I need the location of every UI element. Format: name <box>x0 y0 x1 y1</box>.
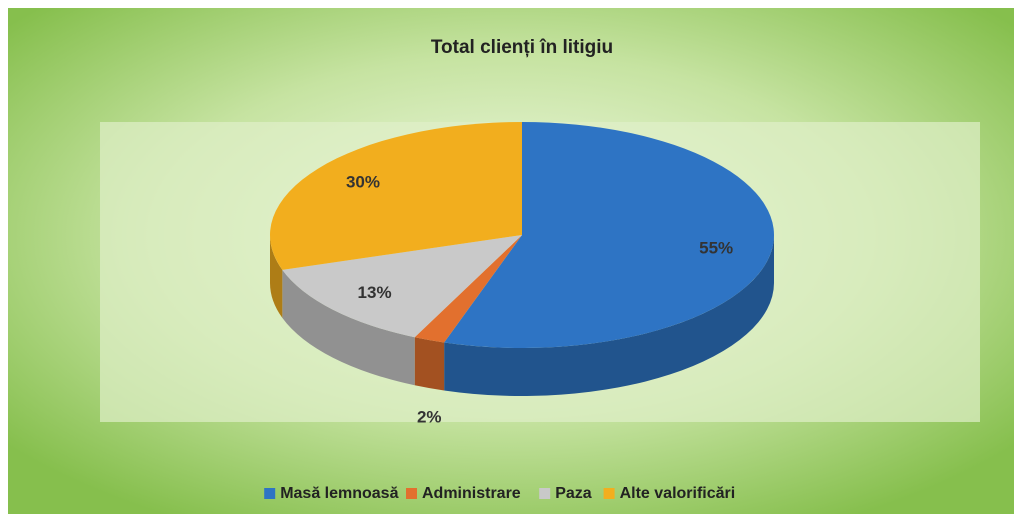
legend-label: Alte valorificări <box>620 485 736 502</box>
pie: 55% 2% 13% 30% <box>270 122 775 427</box>
data-label: 55% <box>699 238 733 257</box>
data-label: 2% <box>417 408 442 427</box>
legend: Masă lemnoasă Administrare Paza Alte valori… <box>264 485 735 502</box>
slice <box>270 122 522 270</box>
legend-swatch <box>539 488 551 499</box>
slice-side <box>444 235 775 397</box>
slice <box>414 235 522 343</box>
data-label: 30% <box>346 173 380 192</box>
legend-label: Administrare <box>422 485 521 502</box>
legend-swatch <box>603 488 615 499</box>
legend-label: Masă lemnoasă <box>280 485 398 502</box>
slice-side <box>414 337 445 391</box>
chart-title: Total clienți în litigiu <box>431 37 613 58</box>
slice <box>282 235 522 338</box>
legend-swatch <box>264 488 276 499</box>
slice-side <box>282 269 415 386</box>
legend-swatch <box>406 488 417 499</box>
slice <box>444 122 775 348</box>
data-label: 13% <box>358 283 392 302</box>
legend-label: Paza <box>555 485 592 502</box>
slice-side <box>270 235 283 318</box>
